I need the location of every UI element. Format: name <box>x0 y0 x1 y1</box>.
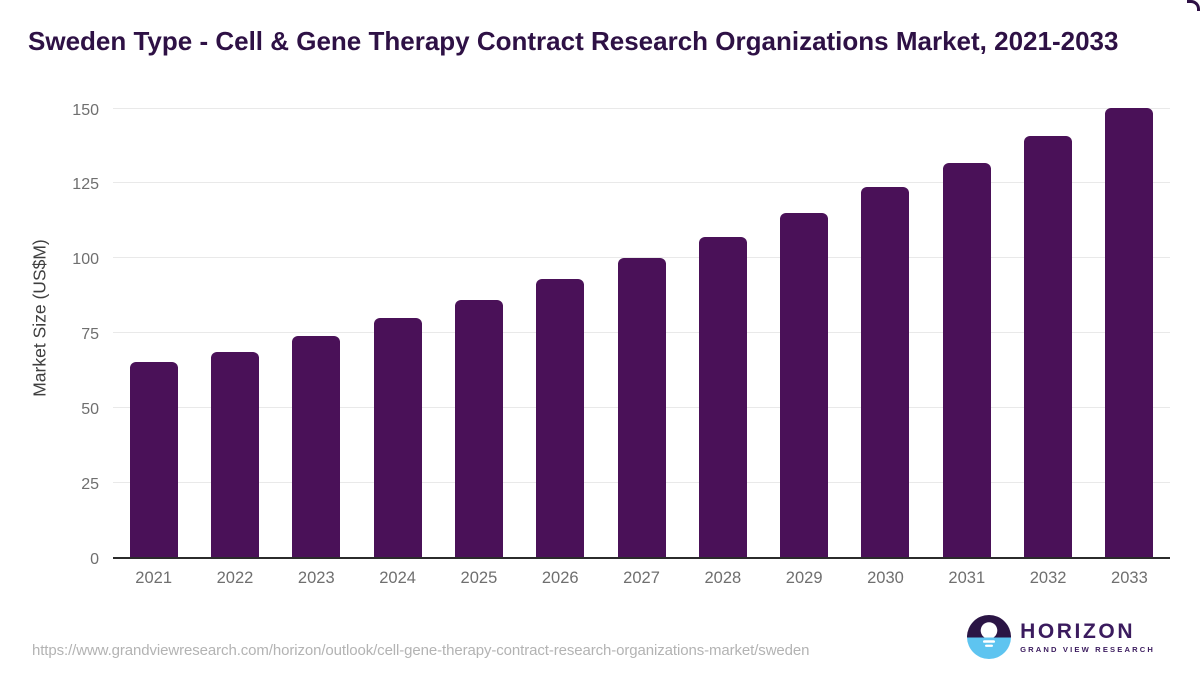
x-tick-2021: 2021 <box>135 569 173 587</box>
gridline-150 <box>113 107 1170 109</box>
bar-slot-2021 <box>113 110 194 557</box>
x-tick-2028: 2028 <box>704 569 742 587</box>
bar-2033 <box>1105 108 1154 557</box>
y-tick-25: 25 <box>81 475 99 493</box>
x-tick-2030: 2030 <box>867 569 904 587</box>
frame-corner-decoration <box>1187 0 1200 11</box>
bar-slot-2026 <box>520 110 601 557</box>
bar-slot-2027 <box>601 110 682 557</box>
bar-2022 <box>210 351 259 557</box>
y-tick-0: 0 <box>90 550 99 568</box>
bar-2032 <box>1024 136 1073 557</box>
horizon-logo: HORIZON GRAND VIEW RESEARCH <box>967 615 1155 659</box>
bar-slot-2032 <box>1007 110 1088 557</box>
bar-slot-2033 <box>1089 108 1170 557</box>
bar-slot-2024 <box>357 110 438 557</box>
bar-slot-2030 <box>845 110 926 557</box>
bar-slot-2022 <box>194 110 275 557</box>
bar-slot-2025 <box>438 110 519 557</box>
y-tick-100: 100 <box>72 251 99 269</box>
x-tick-2024: 2024 <box>379 569 416 587</box>
x-tick-2025: 2025 <box>460 569 498 587</box>
bar-2029 <box>780 212 829 557</box>
logo-text: HORIZON GRAND VIEW RESEARCH <box>1020 619 1155 654</box>
x-tick-2033: 2033 <box>1111 569 1148 587</box>
source-url: https://www.grandviewresearch.com/horizo… <box>32 642 810 659</box>
bar-2031 <box>942 163 991 557</box>
logo-subbrand: GRAND VIEW RESEARCH <box>1020 644 1155 654</box>
bar-slot-2028 <box>682 110 763 557</box>
x-tick-2026: 2026 <box>541 569 579 587</box>
bar-2028 <box>698 236 747 557</box>
y-tick-125: 125 <box>72 176 99 194</box>
y-tick-150: 150 <box>72 101 99 119</box>
x-tick-2031: 2031 <box>948 569 986 587</box>
bar-2024 <box>373 317 422 557</box>
x-tick-2029: 2029 <box>785 569 823 587</box>
bar-2021 <box>129 362 178 557</box>
bar-series <box>113 108 1170 557</box>
x-tick-2032: 2032 <box>1029 569 1067 587</box>
bar-2025 <box>454 299 503 557</box>
y-tick-50: 50 <box>81 400 99 418</box>
y-axis-tick-labels: 0 25 50 75 100 125 150 <box>0 102 99 568</box>
footer: https://www.grandviewresearch.com/horizo… <box>0 613 1200 675</box>
chart-title: Sweden Type - Cell & Gene Therapy Contra… <box>28 26 1119 56</box>
bar-2030 <box>861 187 910 557</box>
bar-2026 <box>536 278 585 557</box>
bar-slot-2023 <box>276 110 357 557</box>
horizon-sun-over-water-icon <box>967 615 1012 659</box>
bar-slot-2029 <box>764 110 845 557</box>
bar-slot-2031 <box>926 110 1007 557</box>
x-tick-2023: 2023 <box>297 569 335 587</box>
x-tick-2022: 2022 <box>216 569 254 587</box>
plot-area <box>113 107 1170 559</box>
logo-brand: HORIZON <box>1020 619 1136 643</box>
y-tick-75: 75 <box>81 326 99 343</box>
x-tick-2027: 2027 <box>623 569 660 587</box>
x-axis-tick-labels: 2021 2022 2023 2024 2025 2026 2027 2028 2029 2030… <box>113 569 1170 588</box>
bar-2027 <box>617 257 666 557</box>
gridline-125 <box>113 182 1170 184</box>
bar-2023 <box>292 335 341 557</box>
